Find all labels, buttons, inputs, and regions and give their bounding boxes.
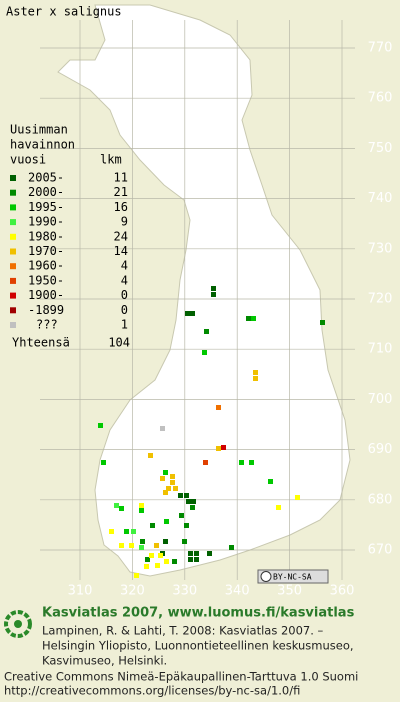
grid-label: 770 [368,41,393,56]
legend-label: 1900- [28,288,64,302]
legend-swatch [10,292,16,299]
grid-label: 760 [368,91,393,106]
citation-line: Kasvimuseo, Helsinki. [42,654,167,668]
grid-label: 310 [68,584,93,599]
map-title: Aster x salignus [6,5,122,19]
dots-1970 [148,370,258,548]
grid-label: 320 [120,584,145,599]
legend-count: 11 [114,171,128,185]
legend-swatch [10,263,16,270]
grid-label: 700 [368,392,393,407]
grid-label: 710 [368,342,393,357]
badge-text: BY-NC-SA [273,573,312,582]
dots-1990 [114,503,144,550]
legend-heading: vuosi [10,153,46,167]
legend-count: 4 [121,273,128,287]
footer: Lampinen, R. & Lahti, T. 2008: Kasviatla… [4,624,358,698]
grid-label: 670 [368,543,393,558]
legend-swatch [10,189,16,196]
grid-label: 350 [277,584,302,599]
legend-swatch [10,175,16,181]
legend-label: 1960- [28,259,64,273]
grid-label: 340 [225,584,250,599]
grid-label: 690 [368,442,393,457]
legend-label: 2000- [28,185,64,199]
dots-unknown [160,426,165,431]
cc-badge: BY-NC-SA [257,569,329,584]
total-count: 104 [108,336,130,350]
legend-swatch [10,219,16,226]
legend-count: 9 [121,215,128,229]
legend-label: 1995- [28,200,64,214]
grid: 770 760 750 740 730 720 710 700 690 680 670 310 320 3… [40,20,392,599]
legend-label: 2005- [28,171,64,185]
legend-label: ??? [36,318,58,332]
total-label: Yhteensä [12,336,70,350]
legend-count: 0 [121,303,128,317]
dots-1900 [221,445,226,450]
citation-line: Lampinen, R. & Lahti, T. 2008: Kasviatla… [42,624,324,638]
legend-label: 1990- [28,215,64,229]
grid-label: 680 [368,492,393,507]
legend-swatch [10,248,16,255]
legend-label: -1899 [28,303,64,317]
occurrences [98,286,325,578]
legend-count: 14 [114,244,128,258]
citation-line: Helsingin Yliopisto, Luonnontieteellinen… [42,639,354,653]
grid-label: 740 [368,191,393,206]
legend-swatch [10,204,16,211]
grid-label: 730 [368,241,393,256]
legend-count: 21 [114,185,128,199]
logo-center [14,620,22,628]
legend-swatch [10,277,16,284]
grid-label: 750 [368,141,393,156]
dots-1980 [109,495,300,578]
legend-swatch [10,233,16,240]
legend-count-heading: lkm [100,153,122,167]
badge-icon [260,571,272,582]
legend-label: 1970- [28,244,64,258]
grid-label: 720 [368,292,393,307]
footer-title: Kasviatlas 2007, www.luomus.fi/kasviatla… [42,606,355,621]
legend-label: 1950- [28,273,64,287]
legend-count: 4 [121,259,128,273]
grid-label: 330 [172,584,197,599]
legend-count: 0 [121,288,128,302]
dots-1995 [98,316,273,534]
legend-swatch [10,307,16,314]
legend-swatch [10,322,16,328]
legend-label: 1980- [28,229,64,243]
land [57,4,351,577]
dots-1960 [216,405,221,410]
license-line: Creative Commons Nimeä-Epäkaupallinen-Ta… [4,670,358,684]
logo [4,610,32,638]
legend-heading: Uusimman [10,123,68,137]
license-line: http://creativecommons.org/licenses/by-n… [4,684,300,698]
dots-1950 [203,460,208,465]
grid-label: 360 [330,584,355,599]
logo-ring [4,610,32,638]
legend-heading: havainnon [10,138,75,152]
legend-count: 1 [121,318,128,332]
legend-count: 16 [114,200,128,214]
badge-frame [257,569,329,584]
legend-count: 24 [114,229,128,243]
dots-2000 [140,316,325,564]
